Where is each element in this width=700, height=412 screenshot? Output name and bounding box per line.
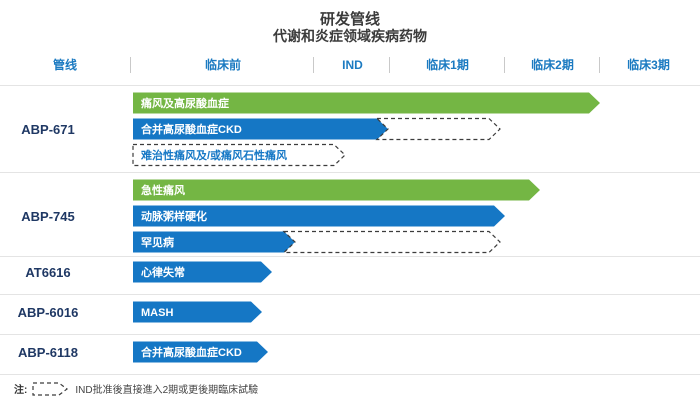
pipeline-bar-label: 难治性痛风及/或痛风石性痛风 [140, 148, 287, 162]
pipeline-bar-label: 痛风及高尿酸血症 [140, 96, 229, 110]
header-phase3: 临床3期 [627, 58, 670, 72]
pipeline-bar [133, 261, 272, 283]
pipeline-bar-dashed-extension [282, 230, 501, 254]
footnote-prefix: 注: [14, 385, 28, 396]
pipeline-bar-label: 合并高尿酸血症CKD [141, 345, 242, 359]
column-divider [389, 57, 390, 73]
footnote: 注: IND批准後直接進入2期或更後期臨床試驗 [14, 381, 258, 396]
header-preclinical: 临床前 [204, 58, 241, 72]
pipeline-bar [133, 301, 262, 323]
pipeline-bar-label: 动脉粥样硬化 [141, 209, 207, 223]
row-divider [0, 172, 700, 173]
pipeline-bar-label: 心律失常 [141, 265, 185, 279]
pipeline-bar-dashed-extension [375, 117, 501, 141]
pipeline-group-label: ABP-6016 [18, 305, 79, 320]
dashed-arrow-legend-icon [32, 381, 69, 396]
row-divider [0, 374, 700, 375]
header-phase2: 临床2期 [531, 58, 574, 72]
row-divider [0, 334, 700, 335]
column-divider [504, 57, 505, 73]
header-ind: IND [342, 58, 363, 72]
header-phase1: 临床1期 [426, 58, 469, 72]
pipeline-group-label: ABP-6118 [18, 345, 78, 360]
pipeline-bar-dashed [132, 143, 346, 167]
column-divider [313, 57, 314, 73]
pipeline-bar [133, 205, 505, 227]
pipeline-bar [133, 118, 388, 140]
row-divider [0, 256, 700, 257]
pipeline-group-label: ABP-671 [21, 122, 74, 137]
pipeline-bar-label: MASH [141, 307, 173, 319]
footnote-text: IND批准後直接進入2期或更後期臨床試驗 [75, 385, 259, 396]
pipeline-bar [133, 179, 540, 201]
pipeline-bar-label: 合并高尿酸血症CKD [141, 122, 242, 136]
header-pipeline: 管线 [52, 58, 77, 72]
pipeline-bar [133, 231, 295, 253]
pipeline-bar [133, 341, 268, 363]
pipeline-group-label: ABP-745 [21, 209, 74, 224]
pipeline-bar-label: 罕见病 [141, 235, 174, 249]
pipeline-group-label: AT6616 [25, 265, 70, 280]
page-title: 研发管线 [319, 11, 380, 28]
row-divider [0, 294, 700, 295]
page-subtitle: 代谢和炎症领域疾病药物 [273, 28, 427, 44]
pipeline-bar [133, 92, 600, 114]
pipeline-bar-label: 急性痛风 [141, 183, 185, 197]
column-divider [130, 57, 131, 73]
column-divider [599, 57, 600, 73]
row-divider [0, 85, 700, 86]
